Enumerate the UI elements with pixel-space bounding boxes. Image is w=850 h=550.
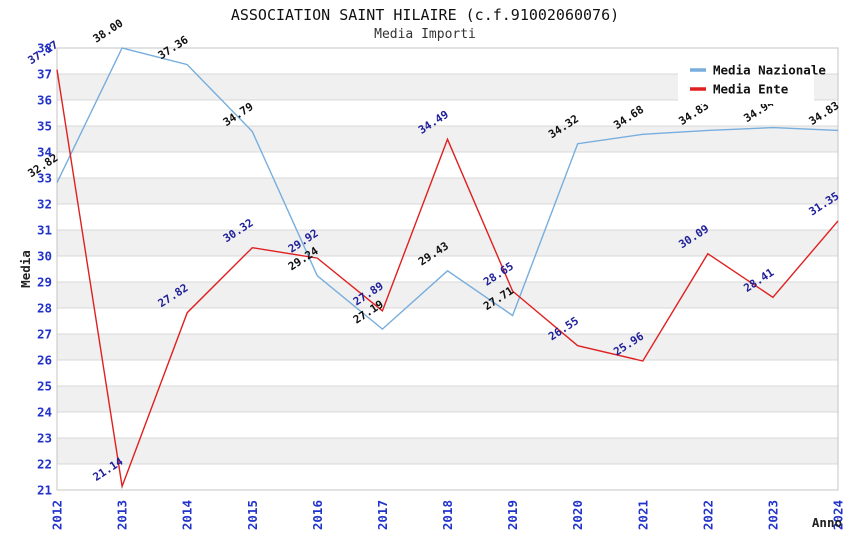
legend-label: Media Ente — [713, 82, 789, 97]
x-axis-title: Anno — [812, 515, 842, 530]
y-tick-label: 36 — [37, 93, 52, 108]
y-tick-label: 33 — [37, 171, 52, 186]
x-tick-label: 2017 — [375, 500, 390, 530]
data-point-label: 38.00 — [91, 17, 126, 46]
x-tick-label: 2023 — [765, 500, 780, 530]
y-tick-label: 26 — [37, 353, 52, 368]
y-tick-label: 30 — [37, 249, 52, 264]
y-tick-label: 21 — [37, 483, 52, 498]
chart-title: ASSOCIATION SAINT HILAIRE (c.f.910020600… — [230, 6, 620, 24]
y-tick-label: 29 — [37, 275, 52, 290]
x-tick-label: 2016 — [310, 500, 325, 530]
legend-box — [678, 54, 814, 104]
y-tick-label: 34 — [37, 145, 52, 160]
plot-band — [57, 334, 838, 360]
x-tick-label: 2022 — [700, 500, 715, 530]
y-tick-label: 28 — [37, 301, 52, 316]
x-tick-label: 2013 — [115, 500, 130, 530]
x-tick-label: 2019 — [505, 500, 520, 530]
y-tick-label: 37 — [37, 67, 52, 82]
x-tick-label: 2015 — [245, 500, 260, 530]
x-tick-label: 2024 — [831, 500, 846, 530]
x-tick-label: 2014 — [180, 500, 195, 530]
series-line-media-ente — [56, 69, 839, 490]
x-tick-label: 2012 — [50, 500, 65, 530]
plot-band — [57, 438, 838, 464]
y-tick-label: 24 — [37, 405, 52, 420]
x-tick-label: 2018 — [440, 500, 455, 530]
plot-band — [57, 386, 838, 412]
y-tick-label: 35 — [37, 119, 52, 134]
y-tick-label: 31 — [37, 223, 52, 238]
chart-subtitle: Media Importi — [374, 27, 476, 42]
plot-band — [57, 230, 838, 256]
legend-label: Media Nazionale — [713, 63, 826, 78]
plot-band — [57, 178, 838, 204]
x-tick-label: 2021 — [635, 500, 650, 530]
y-axis-title: Media — [18, 250, 33, 288]
y-tick-label: 25 — [37, 379, 52, 394]
y-tick-label: 23 — [37, 431, 52, 446]
series-line-media-nazionale — [56, 47, 839, 331]
y-tick-label: 38 — [37, 41, 52, 56]
plot-border — [56, 47, 839, 491]
y-tick-label: 22 — [37, 457, 52, 472]
y-tick-label: 27 — [37, 327, 52, 342]
x-tick-label: 2020 — [570, 500, 585, 530]
plot-band — [57, 282, 838, 308]
y-tick-label: 32 — [37, 197, 52, 212]
